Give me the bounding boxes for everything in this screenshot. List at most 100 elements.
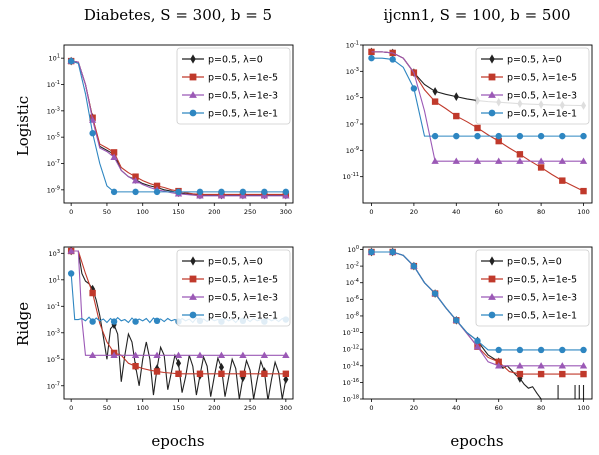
x-axis-label-left: epochs bbox=[151, 432, 204, 450]
x-tick-label: 150 bbox=[172, 404, 184, 412]
x-tick-label: 250 bbox=[244, 404, 256, 412]
x-tick-label: 200 bbox=[208, 404, 220, 412]
series-marker-0 bbox=[283, 375, 289, 384]
series-marker-3 bbox=[132, 188, 139, 196]
legend-marker bbox=[189, 91, 197, 98]
legend-entry: p=0.5, λ=0 bbox=[507, 55, 562, 66]
series-marker-3 bbox=[580, 132, 587, 140]
series-marker-2 bbox=[579, 362, 588, 369]
plot-frame bbox=[63, 44, 294, 204]
y-tick-label: 103 bbox=[49, 249, 60, 258]
x-tick-label: 0 bbox=[369, 208, 373, 216]
series-marker-2 bbox=[217, 192, 226, 199]
series-marker-2 bbox=[495, 157, 503, 164]
series-marker-2 bbox=[558, 157, 566, 164]
plot-area bbox=[368, 47, 588, 195]
y-tick-label: 10-2 bbox=[346, 262, 359, 271]
legend-entry: p=0.5, λ=1e-1 bbox=[507, 109, 577, 120]
series-marker-1 bbox=[153, 182, 161, 190]
x-tick-label: 300 bbox=[280, 208, 292, 216]
legend-marker bbox=[190, 54, 196, 64]
x-tick-label: 60 bbox=[495, 208, 503, 216]
series-marker-3 bbox=[239, 188, 247, 196]
y-tick-label: 10-1 bbox=[47, 302, 60, 311]
row-label-ridge: Ridge bbox=[14, 302, 32, 346]
series-marker-2 bbox=[473, 157, 482, 164]
series-marker-1 bbox=[153, 368, 161, 375]
legend-marker bbox=[190, 256, 196, 266]
legend-entry: p=0.5, λ=0 bbox=[208, 257, 263, 268]
legend: p=0.5, λ=0 p=0.5, λ=1e-5 p=0.5, λ=1e-3 p=0.… bbox=[176, 249, 291, 327]
legend-marker bbox=[488, 109, 496, 117]
series-marker-2 bbox=[260, 351, 269, 359]
x-tick-label: 200 bbox=[208, 208, 220, 216]
panel-logistic-diabetes: 0 50 100 150 200 250 300 101 10-1 10-3 10-5 10-7 10-… bbox=[47, 44, 294, 216]
plot-frame bbox=[63, 246, 294, 400]
legend-entry: p=0.5, λ=1e-5 bbox=[208, 73, 278, 84]
series-marker-3 bbox=[282, 188, 290, 196]
x-tick-label: 50 bbox=[103, 208, 111, 216]
series-marker-3 bbox=[410, 85, 418, 92]
x-tick-label: 100 bbox=[577, 208, 589, 216]
legend-box bbox=[176, 249, 291, 327]
y-tick-label: 101 bbox=[49, 54, 60, 63]
series-marker-3 bbox=[89, 130, 96, 137]
y-tick-label: 10-9 bbox=[47, 185, 60, 194]
x-tick-label: 300 bbox=[280, 404, 292, 412]
legend: p=0.5, λ=0 p=0.5, λ=1e-5 p=0.5, λ=1e-3 p=0.… bbox=[475, 47, 590, 125]
series-marker-1 bbox=[516, 151, 524, 158]
y-tick-label: 100 bbox=[348, 245, 359, 254]
series-marker-2 bbox=[516, 157, 524, 164]
series-marker-1 bbox=[431, 98, 439, 105]
series-marker-1 bbox=[196, 370, 204, 377]
series-marker-2 bbox=[452, 157, 460, 164]
panels: 0 50 100 150 200 250 30010110-110-310-510-710-… bbox=[47, 41, 593, 412]
series-marker-3 bbox=[474, 132, 481, 140]
series-marker-2 bbox=[110, 351, 118, 359]
column-title-diabetes: Diabetes, S = 300, b = 5 bbox=[84, 6, 272, 24]
y-tick-label: 10-4 bbox=[346, 278, 359, 287]
legend-entry: p=0.5, λ=1e-5 bbox=[208, 275, 278, 286]
series-marker-2 bbox=[217, 351, 226, 359]
x-tick-label: 100 bbox=[137, 404, 149, 412]
x-tick-label: 80 bbox=[537, 208, 545, 216]
series-marker-3 bbox=[110, 188, 118, 196]
series-marker-1 bbox=[239, 370, 247, 377]
series-marker-3 bbox=[516, 346, 524, 354]
series-marker-1 bbox=[559, 370, 566, 378]
x-tick-label: 100 bbox=[137, 208, 149, 216]
series-marker-2 bbox=[88, 351, 97, 359]
series-marker-1 bbox=[537, 164, 545, 171]
legend-box bbox=[475, 249, 590, 327]
y-tick-label: 10-11 bbox=[343, 172, 359, 181]
series-marker-3 bbox=[495, 132, 502, 140]
series-marker-1 bbox=[282, 370, 290, 377]
series-marker-3 bbox=[453, 317, 460, 324]
series-marker-3 bbox=[368, 248, 375, 256]
series-marker-2 bbox=[196, 351, 204, 359]
legend-marker bbox=[488, 91, 496, 98]
y-tick-label: 10-3 bbox=[346, 67, 359, 76]
series-marker-2 bbox=[282, 351, 290, 359]
series-marker-0 bbox=[175, 358, 182, 368]
series-marker-3 bbox=[431, 290, 439, 297]
series-marker-2 bbox=[110, 153, 118, 160]
y-tick-label: 10-16 bbox=[343, 378, 359, 387]
x-tick-label: 0 bbox=[369, 404, 373, 412]
x-tick-label: 20 bbox=[410, 208, 418, 216]
series-marker-3 bbox=[453, 132, 460, 140]
legend-entry: p=0.5, λ=1e-3 bbox=[507, 91, 577, 102]
x-tick-label: 40 bbox=[452, 208, 460, 216]
series-marker-1 bbox=[261, 370, 268, 377]
y-tick-label: 10-6 bbox=[346, 295, 359, 304]
series-marker-3 bbox=[153, 188, 161, 196]
legend-entry: p=0.5, λ=0 bbox=[507, 257, 562, 268]
panel-ridge-diabetes: 0 50 100 150 200 250 300 103 101 10-1 10-3 10-5 10-7… bbox=[47, 246, 294, 412]
x-tick-label: 60 bbox=[495, 404, 503, 412]
series-marker-1 bbox=[495, 358, 502, 366]
series-marker-3 bbox=[153, 317, 161, 325]
series-marker-3 bbox=[537, 132, 545, 140]
series-marker-3 bbox=[67, 57, 75, 65]
series-marker-3 bbox=[67, 270, 75, 277]
y-tick-label: 10-1 bbox=[47, 80, 60, 89]
